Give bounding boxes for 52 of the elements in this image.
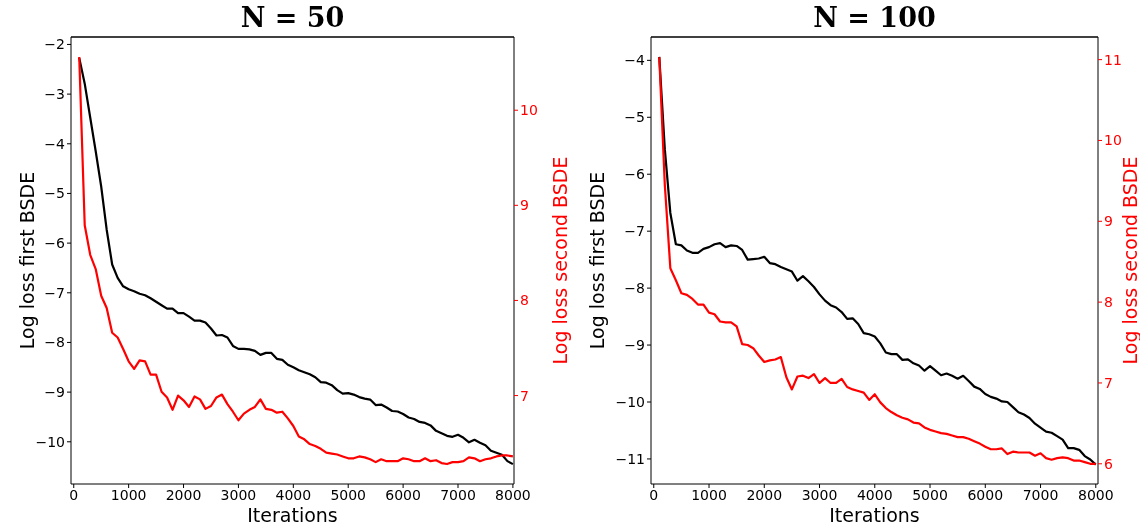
x-tick-label: 3000 xyxy=(220,486,257,503)
y2-tick-label: 6 xyxy=(1104,455,1113,472)
x-tick-label: 2000 xyxy=(165,486,202,503)
x-tick-label: 2000 xyxy=(746,486,783,503)
y-tick-label: −10 xyxy=(35,433,65,450)
y2-tick-label: 9 xyxy=(520,197,529,214)
y-axis-title: Log loss first BSDE xyxy=(16,171,38,350)
y-tick-label: −8 xyxy=(624,280,645,297)
x-tick-label: 5000 xyxy=(912,486,948,503)
x-tick-label: 0 xyxy=(69,486,79,503)
y-tick-label: −8 xyxy=(44,334,65,351)
y2-tick-label: 8 xyxy=(1104,294,1113,311)
x-tick-label: 7000 xyxy=(1022,486,1059,503)
y-tick-label: −9 xyxy=(624,337,645,354)
x-tick-label: 8000 xyxy=(495,486,531,503)
y-tick-label: −4 xyxy=(624,52,646,69)
x-tick-label: 6000 xyxy=(385,486,421,503)
x-axis-title: Iterations xyxy=(829,504,920,524)
y2-tick-label: 8 xyxy=(520,292,529,309)
x-tick-label: 3000 xyxy=(801,486,838,503)
x-tick-label: 4000 xyxy=(275,486,312,503)
y2-axis-title: Log loss second BSDE xyxy=(549,156,571,365)
y2-tick-label: 7 xyxy=(520,387,529,404)
y-tick-label: −7 xyxy=(44,284,65,301)
x-tick-label: 1000 xyxy=(110,486,147,503)
y-tick-label: −5 xyxy=(624,109,645,126)
x-tick-label: 6000 xyxy=(967,486,1004,503)
chart-title: N = 100 xyxy=(812,2,937,33)
x-tick-label: 0 xyxy=(649,486,659,503)
y-tick-label: −4 xyxy=(44,135,66,152)
y-axis-title: Log loss first BSDE xyxy=(586,171,608,350)
x-tick-label: 1000 xyxy=(691,486,727,503)
chart-title: N = 50 xyxy=(239,2,346,33)
y-tick-label: −6 xyxy=(44,235,66,252)
x-tick-label: 7000 xyxy=(440,486,476,503)
y-tick-label: −3 xyxy=(44,86,65,103)
y-tick-label: −7 xyxy=(624,223,645,240)
y-tick-label: −10 xyxy=(615,393,645,410)
x-tick-label: 8000 xyxy=(1077,486,1114,503)
y-tick-label: −5 xyxy=(44,185,65,202)
x-tick-label: 4000 xyxy=(856,486,893,503)
y-tick-label: −11 xyxy=(615,450,645,467)
y2-tick-label: 11 xyxy=(1104,51,1122,68)
y2-tick-label: 9 xyxy=(1104,213,1113,230)
x-axis-title: Iterations xyxy=(247,504,338,524)
y2-tick-label: 10 xyxy=(520,102,538,119)
y-tick-label: −2 xyxy=(44,36,65,53)
y-tick-label: −9 xyxy=(44,384,65,401)
y2-tick-label: 10 xyxy=(1104,132,1122,149)
y2-tick-label: 7 xyxy=(1104,374,1113,391)
x-tick-label: 5000 xyxy=(330,486,367,503)
y-tick-label: −6 xyxy=(624,166,646,183)
